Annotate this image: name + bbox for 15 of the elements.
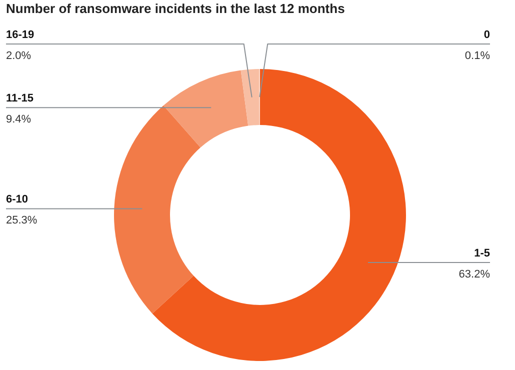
slice-label: 0	[484, 29, 490, 41]
chart-title: Number of ransomware incidents in the last 12 months	[6, 1, 345, 16]
donut-slice	[114, 105, 200, 314]
slice-label: 11-15	[6, 92, 34, 105]
donut-slice	[240, 69, 260, 126]
data-label: 9.4%	[6, 114, 32, 126]
slice-label: 6-10	[6, 194, 28, 206]
slice-label: 16-19	[6, 29, 34, 41]
data-label: 2.0%	[6, 50, 32, 62]
data-label: 0.1%	[464, 50, 490, 62]
slice-label: 1-5	[474, 248, 490, 260]
donut-slice	[163, 70, 248, 148]
donut-slice	[152, 69, 406, 361]
data-label: 25.3%	[6, 214, 38, 227]
data-label: 63.2%	[458, 268, 490, 281]
